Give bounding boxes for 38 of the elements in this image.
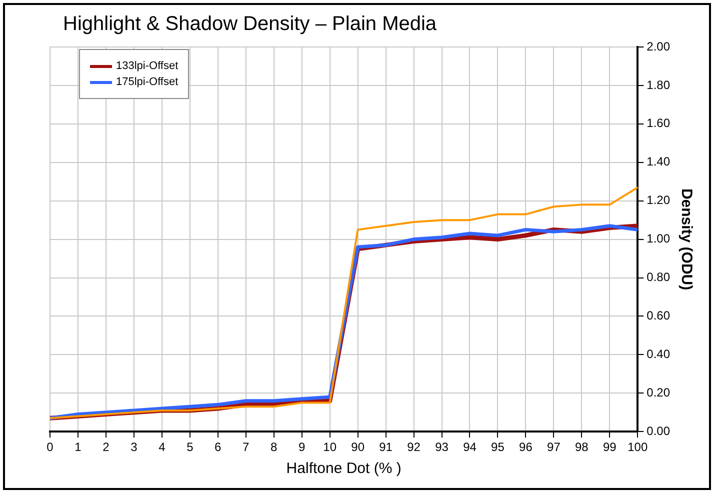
x-tick-label: 6 [214,440,222,454]
x-tick-label: 99 [602,440,617,454]
x-tick-label: 10 [323,440,337,454]
x-tick-label: 98 [575,440,589,454]
y-tick-label: 1.80 [646,78,670,92]
x-tick-label: 92 [407,440,421,454]
y-tick-label: 1.40 [646,154,670,169]
x-tick-label: 94 [463,440,477,454]
x-tick-label: 2 [102,440,110,454]
x-tick-label: 3 [130,440,138,454]
y-tick-label: 0.60 [646,308,670,323]
legend-label: 133lpi-Offset [116,60,178,72]
y-tick-label: 2.00 [646,39,670,54]
x-tick-label: 9 [298,440,306,454]
x-tick-label: 5 [186,440,194,454]
x-tick-label: 1 [74,440,82,454]
x-tick-label: 90 [351,440,365,454]
y-tick-label: 0.40 [646,346,670,361]
x-tick-label: 96 [519,440,533,454]
y-tick-label: 0.20 [646,385,670,400]
x-tick-label: 91 [379,440,393,454]
y-tick-label: 0.80 [646,270,670,284]
x-tick-label: 4 [158,440,166,454]
x-tick-label: 100 [628,440,648,454]
y-tick-label: 1.60 [646,116,670,130]
legend-label: 175lpi-Offset [116,76,178,88]
x-tick-label: 7 [242,440,250,454]
y-tick-label: 0.00 [646,424,670,438]
y-tick-label: 1.00 [646,232,670,246]
x-tick-label: 93 [435,440,449,454]
y-tick-label: 1.20 [646,193,670,208]
x-tick-label: 8 [270,440,278,454]
x-tick-label: 97 [547,440,561,454]
x-tick-label: 0 [46,440,54,454]
x-tick-label: 95 [491,440,505,454]
y-axis-title: Density (ODU) [678,188,695,290]
chart-title: Highlight & Shadow Density – Plain Media [63,13,437,36]
x-axis-title: Halftone Dot (% ) [286,460,402,478]
